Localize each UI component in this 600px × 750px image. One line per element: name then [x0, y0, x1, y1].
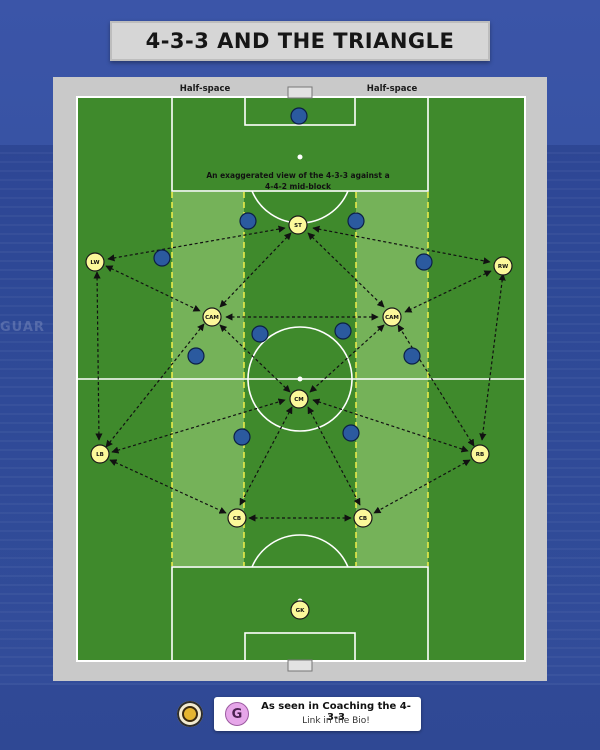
player-label-gk: GK — [296, 608, 306, 614]
opponent-striker-left — [239, 212, 257, 230]
lane-lw-cam-left — [105, 265, 201, 312]
passing-lanes — [93, 225, 506, 522]
player-cb-left — [227, 508, 247, 528]
player-cm — [289, 389, 309, 409]
player-rw — [493, 256, 513, 276]
player-labels: ST LW RW CAM CAM CM LB RB CB CB GK — [90, 223, 508, 614]
player-label-cam-right: CAM — [385, 315, 399, 321]
player-label-cm: CM — [294, 397, 304, 403]
lane-cam-right-cm — [309, 324, 385, 393]
player-st — [288, 215, 308, 235]
opponent-midfielder — [334, 322, 352, 340]
lane-rw-rb — [479, 273, 506, 441]
lane-lw-lb — [93, 271, 103, 441]
promo-link-text[interactable]: Link in the Bio! — [302, 716, 370, 726]
opponent-defender — [342, 424, 360, 442]
annotation-line-2: 4-4-2 mid-block — [265, 182, 332, 191]
opponent-striker-right — [347, 212, 365, 230]
player-label-cb-left: CB — [233, 516, 241, 522]
opponent-midfielder — [415, 253, 433, 271]
lane-lb-cam-left — [105, 323, 205, 448]
stadium-signage-text: GUAR — [0, 320, 45, 335]
player-lb — [90, 444, 110, 464]
g-logo-icon: G — [225, 702, 249, 726]
centre-spot — [297, 376, 303, 382]
bottom-goal — [287, 659, 313, 672]
lane-rb-cb-right — [373, 459, 471, 514]
opponent-midfielder — [153, 249, 171, 267]
opposition-players — [153, 107, 433, 446]
player-label-st: ST — [294, 223, 302, 229]
player-label-lw: LW — [90, 260, 99, 266]
player-gk — [290, 600, 310, 620]
player-label-cb-right: CB — [359, 516, 367, 522]
player-label-cam-left: CAM — [205, 315, 219, 321]
half-space-label-right: Half-space — [367, 84, 418, 94]
opponent-defender — [233, 428, 251, 446]
own-team-players — [85, 215, 513, 620]
brand-logo-emblem — [182, 706, 198, 722]
lane-cm-cb-right — [307, 406, 361, 506]
half-space-label-left: Half-space — [180, 84, 231, 94]
top-goal — [287, 86, 313, 99]
brand-logo-icon — [177, 701, 203, 727]
opponent-midfielder — [251, 325, 269, 343]
player-rb — [470, 444, 490, 464]
penalty-spot-top — [297, 154, 303, 160]
player-label-rb: RB — [476, 452, 484, 458]
book-promo-card[interactable]: G As seen in Coaching the 4-3-3 Link in … — [214, 697, 421, 731]
promo-title: As seen in Coaching the 4-3-3 — [261, 701, 411, 723]
opponent-defender — [403, 347, 421, 365]
lane-st-cam-left — [219, 232, 292, 308]
player-cam-right — [382, 307, 402, 327]
opponent-goalkeeper — [290, 107, 308, 125]
player-cam-left — [202, 307, 222, 327]
opponent-defender — [187, 347, 205, 365]
player-label-rw: RW — [498, 264, 508, 270]
page-title: 4-3-3 AND THE TRIANGLE — [145, 29, 455, 53]
title-banner: 4-3-3 AND THE TRIANGLE — [110, 21, 490, 61]
lane-st-cam-right — [307, 232, 385, 308]
player-cb-right — [353, 508, 373, 528]
annotation-line-1: An exaggerated view of the 4-3-3 against… — [206, 171, 389, 180]
lane-lb-cb-left — [109, 459, 227, 514]
player-lw — [85, 252, 105, 272]
lane-cm-cb-left — [239, 406, 293, 506]
player-label-lb: LB — [96, 452, 104, 458]
lane-rw-cam-right — [404, 270, 492, 313]
